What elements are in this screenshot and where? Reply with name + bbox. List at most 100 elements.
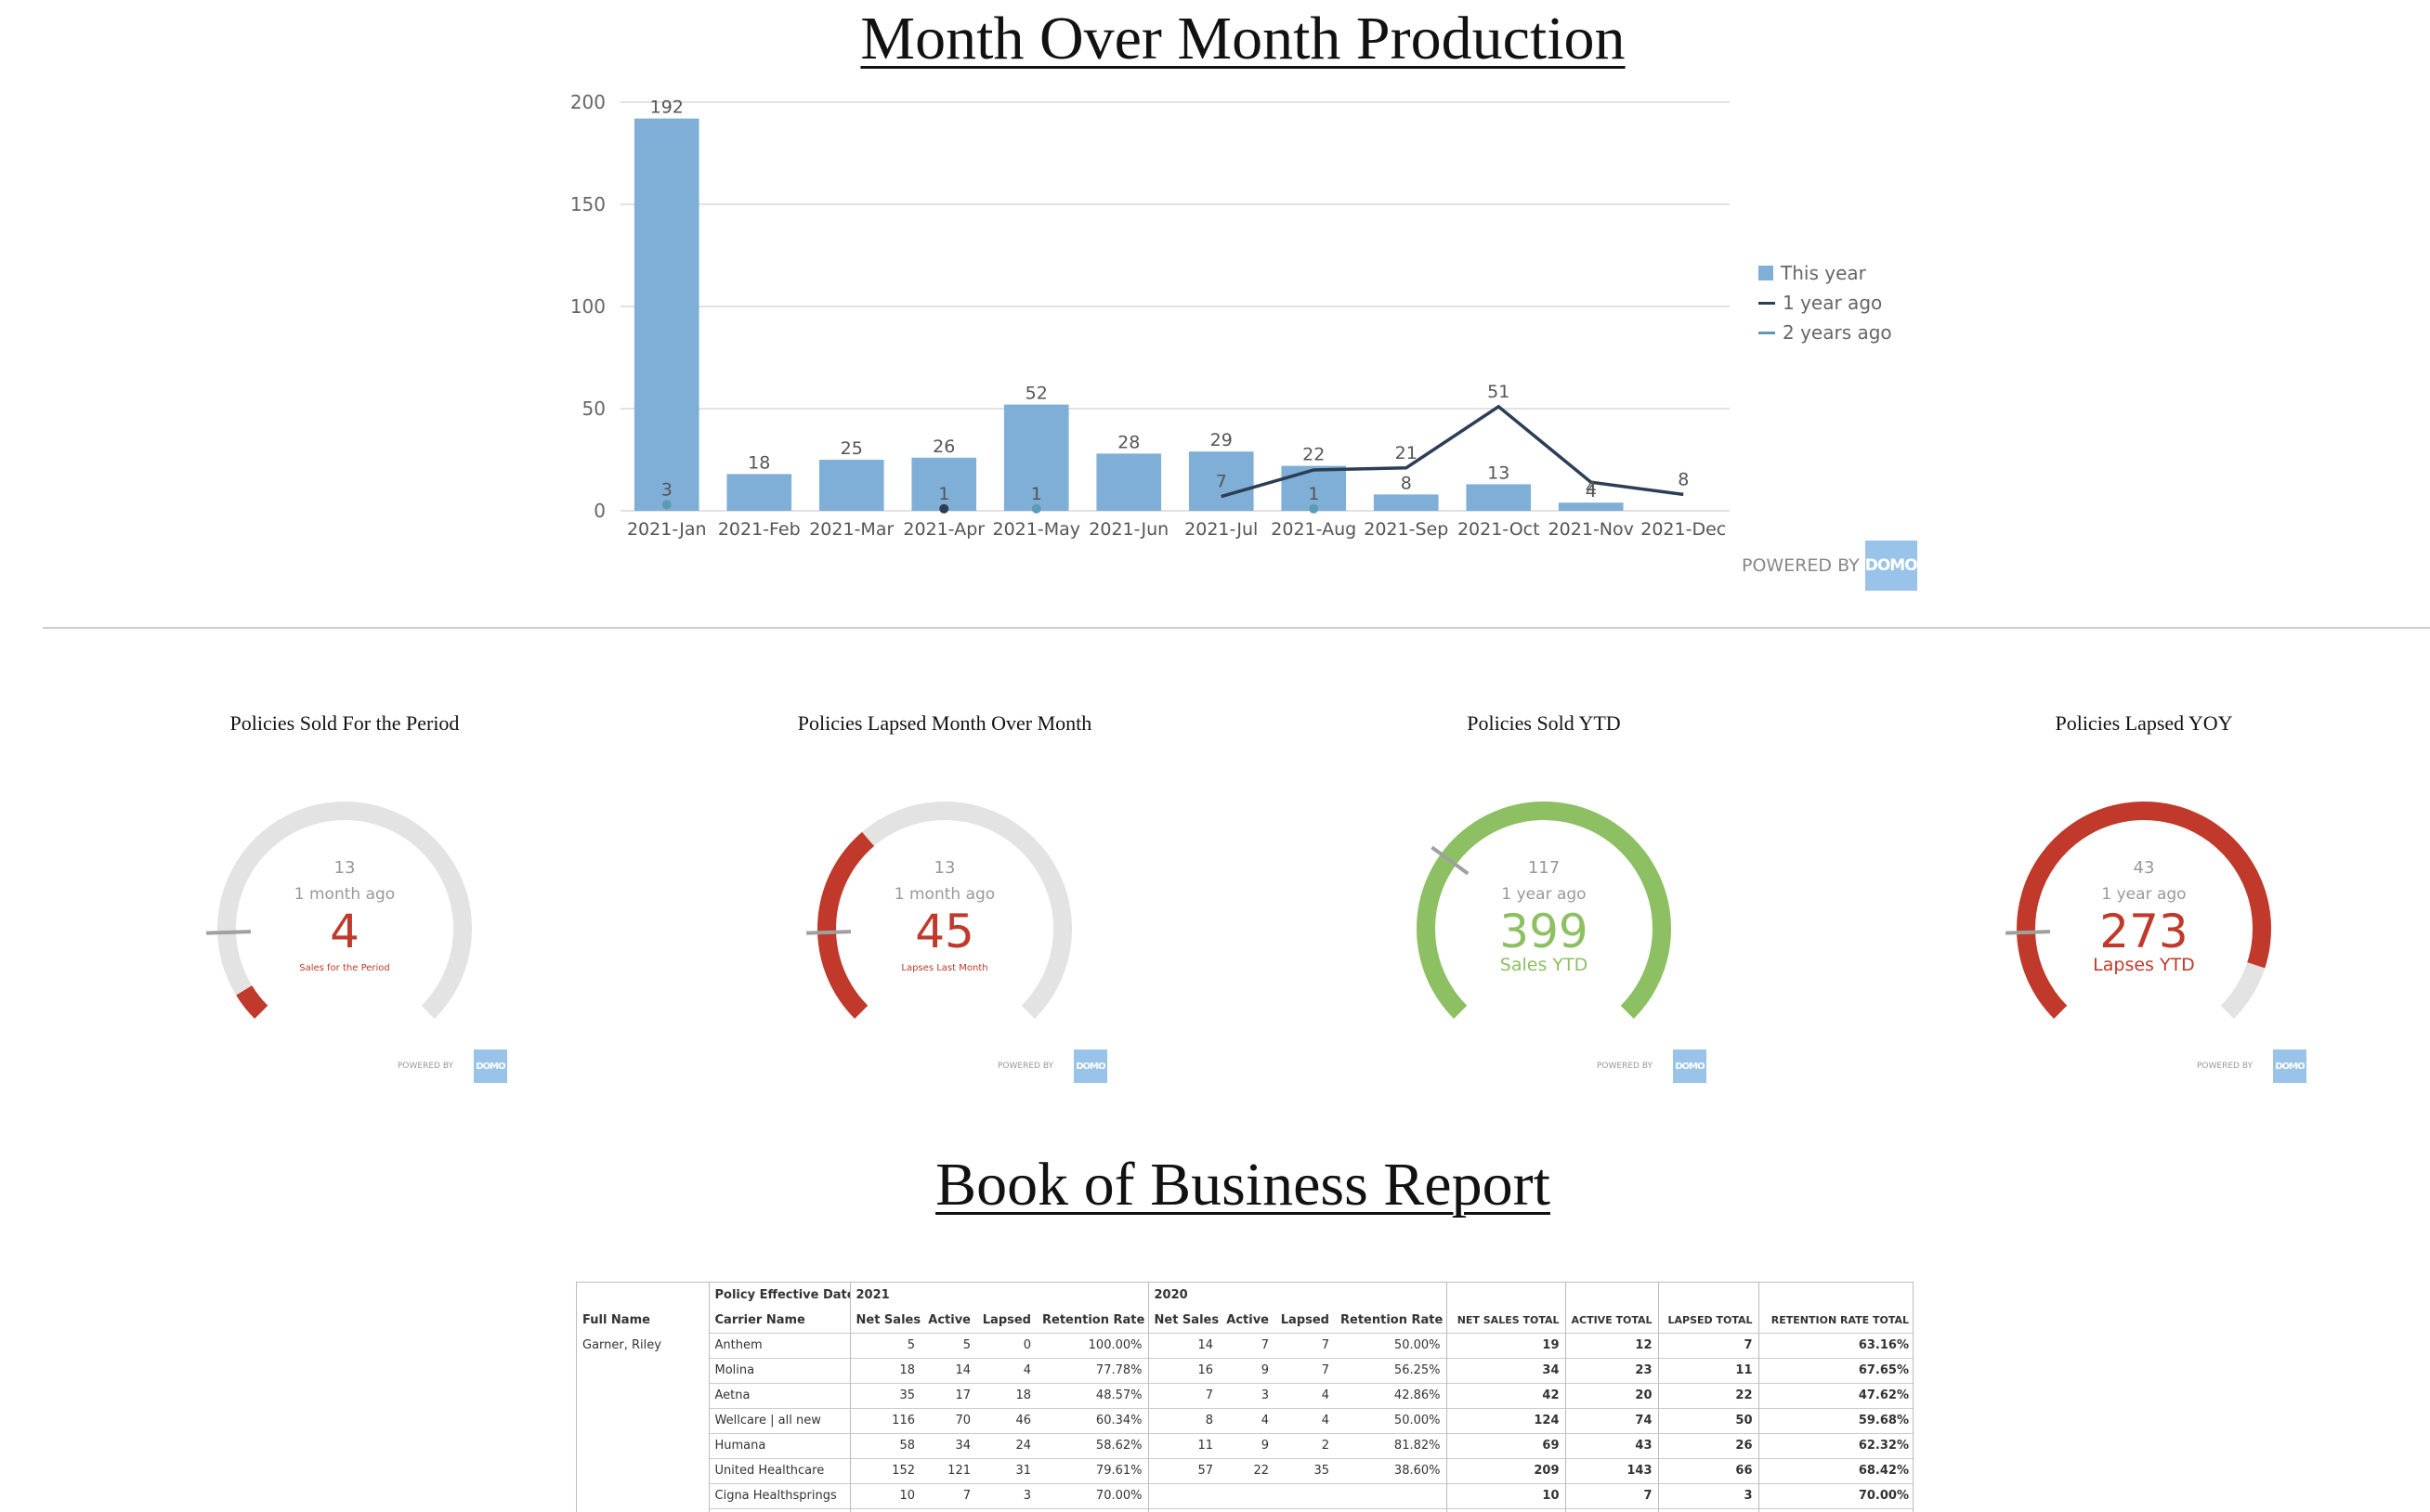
domo-logo-icon: DOMO [1673,1049,1707,1083]
table-cell: 31 [976,1457,1037,1483]
column-header[interactable]: Retention Rate [1042,1312,1145,1327]
bar-data-label: 28 [1117,432,1140,452]
legend-label: This year [1781,262,1866,284]
bar [1373,494,1439,511]
bar-data-label: 13 [1487,463,1509,483]
domo-logo-icon: DOMO [1074,1049,1108,1083]
column-header[interactable]: NET SALES TOTAL [1445,1308,1565,1333]
column-header[interactable]: Retention Rate [1340,1312,1444,1327]
book-of-business-table[interactable]: Policy Effective Date 2021 2020 Full Name Ca… [576,1282,1914,1512]
column-header[interactable]: Policy Effective Date [708,1283,850,1308]
column-header[interactable] [1274,1283,1335,1308]
column-header[interactable] [1757,1283,1913,1308]
table-cell [1037,1507,1148,1512]
column-header[interactable]: LAPSED TOTAL [1657,1308,1758,1333]
column-header[interactable] [976,1283,1037,1308]
legend-item-1-year-ago[interactable]: 1 year ago [1758,288,1892,318]
column-header[interactable]: Full Name [582,1313,650,1327]
gauge-compare-label: 1 year ago [1501,885,1586,904]
table-row[interactable]: United Healthcare 152 121 31 79.61% 57 22 35 38.… [577,1457,1913,1483]
table-cell: 77.78% [1037,1357,1148,1383]
column-header[interactable]: Active [1226,1312,1269,1327]
table-cell: Molina [708,1357,850,1383]
table-cell: 22 [1219,1457,1274,1483]
column-header[interactable]: 2021 [849,1283,921,1308]
gauge-powered-by[interactable]: POWERED BY DOMO [2197,1049,2307,1083]
table-cell: 18 [976,1382,1037,1408]
table-cell: Wellcare | all new [708,1407,850,1433]
legend-item-this-year[interactable]: This year [1758,258,1892,288]
table-cell [921,1507,976,1512]
column-header[interactable] [1037,1283,1148,1308]
x-tick-label: 2021-Dec [1640,519,1726,540]
table-row[interactable]: Wellcare | all new 116 70 46 60.34% 8 4 4 50.00%… [577,1407,1913,1433]
column-header[interactable]: ACTIVE TOTAL [1564,1308,1658,1333]
table-cell: 17 [921,1382,976,1408]
table-cell: 57 [1147,1457,1219,1483]
table-cell: 26 [1657,1432,1758,1458]
table-row[interactable]: Cigna Healthsprings 10 7 3 70.00% 10 7 3 70.00% [577,1482,1913,1508]
table-row[interactable] [577,1507,1913,1512]
table-cell: 5 [849,1332,921,1358]
gauge-compare-value: 43 [2134,858,2155,878]
gauge-fill [817,831,875,1019]
table-row[interactable]: Molina 18 14 4 77.78% 16 9 7 56.25% 34 23 11 67.65% [577,1357,1913,1383]
chart-legend[interactable]: This year 1 year ago 2 years ago [1758,258,1892,347]
table-cell: 12 [1564,1332,1658,1358]
table-cell: 2 [1274,1432,1335,1458]
table-cell: 22 [1657,1382,1758,1408]
bar [1558,502,1624,511]
x-tick-label: 2021-May [993,519,1081,540]
line-data-label: 8 [1678,469,1689,489]
legend-label: 1 year ago [1783,292,1883,314]
column-header[interactable]: Lapsed [1280,1312,1329,1327]
x-tick-label: 2021-Apr [903,519,985,540]
gauge-powered-by[interactable]: POWERED BY DOMO [1597,1049,1707,1083]
gauge-fill [1417,802,1671,1019]
table-cell: 8 [1147,1407,1219,1433]
column-header[interactable] [921,1283,976,1308]
gauge-compare-value: 13 [334,858,356,878]
gauge-powered-by[interactable]: POWERED BY DOMO [998,1049,1108,1083]
bar-data-label: 4 [1586,481,1597,502]
gauge-track [217,802,472,1019]
gauge-powered-by[interactable]: POWERED BY DOMO [398,1049,508,1083]
table-cell: 19 [1445,1332,1565,1358]
column-header[interactable]: Lapsed [982,1312,1031,1327]
column-header[interactable] [1564,1283,1658,1308]
table-row[interactable]: Garner, Riley Anthem 5 5 0 100.00% 14 7 7 50.00% 1… [577,1332,1913,1358]
column-header[interactable]: RETENTION RATE TOTAL [1757,1308,1913,1333]
powered-by-domo[interactable]: POWERED BY DOMO [1742,541,1918,591]
column-header[interactable] [1335,1283,1446,1308]
bar [1466,484,1532,511]
table-cell [1147,1507,1219,1512]
legend-item-2-years-ago[interactable]: 2 years ago [1758,318,1892,347]
table-cell: Humana [708,1432,850,1458]
column-header[interactable]: Net Sales [1147,1308,1219,1333]
column-header[interactable] [1657,1283,1758,1308]
table-row[interactable]: Aetna 35 17 18 48.57% 7 3 4 42.86% 42 20 22 47.62% [577,1382,1913,1408]
bar [1188,451,1254,511]
table-cell [577,1483,709,1508]
table-cell: 7 [1274,1357,1335,1383]
column-header[interactable]: Net Sales [849,1308,921,1333]
table-cell: 7 [1274,1332,1335,1358]
column-header[interactable] [1445,1283,1565,1308]
gauge-title-sold-period: Policies Sold For the Period [229,711,460,735]
legend-swatch [1758,266,1773,280]
domo-logo-icon: DOMO [474,1049,508,1083]
domo-logo-text: DOMO [1864,556,1918,575]
column-header[interactable] [1219,1283,1274,1308]
column-header[interactable] [577,1283,709,1308]
column-header[interactable]: Active [928,1312,971,1327]
gauge-value: 4 [330,905,359,958]
column-header[interactable]: 2020 [1147,1283,1219,1308]
column-header[interactable]: Carrier Name [708,1308,850,1333]
gauge-value: 45 [915,905,974,958]
table-row[interactable]: Humana 58 34 24 58.62% 11 9 2 81.82% 69 43 26 62.32% [577,1432,1913,1458]
table-cell: 20 [1564,1382,1658,1408]
gauge-compare-value: 13 [934,858,956,878]
